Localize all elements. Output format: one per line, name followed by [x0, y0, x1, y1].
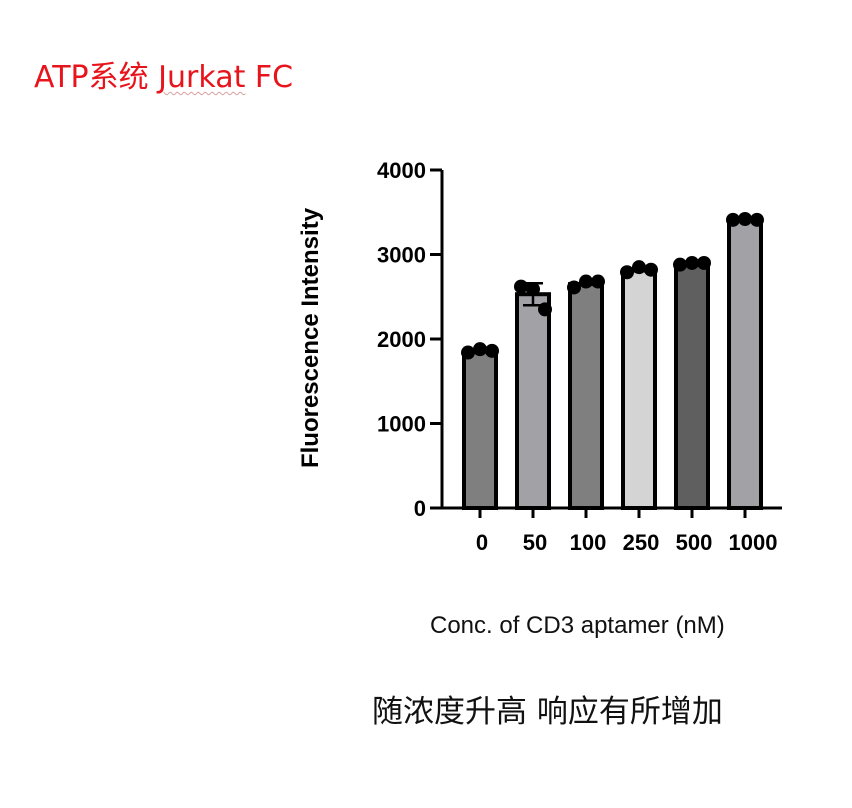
y-tick-label: 1000 — [377, 412, 426, 437]
bar — [515, 292, 551, 510]
title-tail: FC — [245, 60, 294, 95]
x-axis-label: Conc. of CD3 aptamer (nM) — [430, 612, 725, 639]
title-squiggle-word: Jurkat — [158, 60, 246, 95]
y-tick-label: 3000 — [377, 243, 426, 268]
y-axis-label: Fluorescence Intensity — [297, 207, 324, 468]
data-point — [514, 279, 528, 294]
x-tick-label: 0 — [476, 530, 488, 555]
bar — [674, 261, 710, 511]
x-tick-label: 250 — [623, 530, 660, 555]
data-point — [591, 274, 605, 289]
data-point — [632, 260, 646, 275]
x-axis: 0 50 100 250 500 1000 — [440, 506, 782, 555]
data-point — [750, 212, 764, 227]
data-point — [620, 265, 634, 280]
y-tick-label: 2000 — [377, 327, 426, 352]
data-point — [579, 274, 593, 289]
x-tick-label: 1000 — [729, 530, 778, 555]
data-point — [697, 255, 711, 270]
data-point — [738, 212, 752, 227]
x-tick-label: 500 — [676, 530, 713, 555]
data-point — [644, 262, 658, 277]
y-axis: 0 1000 2000 3000 4000 — [377, 158, 444, 521]
x-tick-label: 100 — [570, 530, 607, 555]
data-point — [485, 343, 499, 358]
y-tick-label: 0 — [414, 496, 426, 521]
bar — [727, 217, 763, 510]
data-point — [538, 302, 552, 317]
data-points — [461, 212, 764, 360]
data-point — [673, 257, 687, 272]
data-point — [526, 282, 540, 297]
data-point — [726, 212, 740, 227]
data-point — [685, 255, 699, 270]
data-point — [567, 280, 581, 295]
bar — [621, 268, 657, 510]
bar — [568, 282, 604, 511]
x-tick-label: 50 — [523, 530, 547, 555]
annotation-note: 随浓度升高 响应有所增加 — [372, 694, 723, 730]
bars — [462, 217, 763, 511]
title-main: ATP系统 — [34, 60, 159, 95]
bar — [462, 348, 498, 510]
data-point — [461, 345, 475, 360]
y-tick-label: 4000 — [377, 158, 426, 183]
chart-title: ATP系统 Jurkat FC — [34, 52, 293, 96]
data-point — [473, 342, 487, 357]
